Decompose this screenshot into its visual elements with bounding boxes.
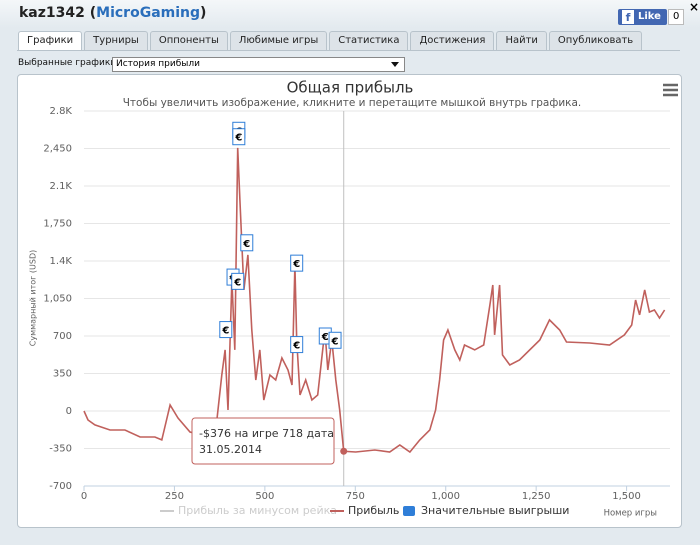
y-tick-label: 350 <box>53 369 72 380</box>
tooltip-box <box>191 417 335 465</box>
y-tick-label: 2.8K <box>50 106 73 117</box>
flag: € <box>232 128 246 146</box>
legend-label[interactable]: Прибыль за минусом рейка <box>178 504 337 517</box>
tooltip-text: -$376 на игре 718 дата <box>199 427 334 440</box>
flag-box <box>219 321 233 339</box>
y-tick-label: -350 <box>49 444 72 455</box>
flag: € <box>328 331 342 349</box>
y-tick-label: 2,450 <box>43 144 72 155</box>
hover-point <box>340 447 348 455</box>
close-button[interactable]: × <box>689 0 700 14</box>
flag: € <box>240 234 254 252</box>
x-tick-label: 750 <box>346 491 365 502</box>
x-tick-label: 1,000 <box>431 491 460 502</box>
header: kaz1342 (MicroGaming) Like 0 × <box>0 0 700 28</box>
tab-line <box>17 50 680 51</box>
flag-label: € <box>321 332 329 343</box>
user: kaz1342 ( <box>19 5 97 21</box>
tab[interactable]: Турниры <box>84 31 148 50</box>
flag: € <box>231 272 245 290</box>
flag-label: € <box>331 336 339 347</box>
provider[interactable]: MicroGaming <box>96 5 201 21</box>
selector[interactable]: История прибыли <box>112 57 405 72</box>
profit-line <box>83 147 666 454</box>
menu-icon[interactable] <box>663 83 678 97</box>
y-tick-label: -700 <box>49 481 72 492</box>
tab[interactable]: Достижения <box>410 31 495 50</box>
flag-label: € <box>242 239 250 250</box>
flag-label: € <box>292 341 300 352</box>
y-tick-label: 700 <box>53 331 72 342</box>
tab[interactable]: Опубликовать <box>548 31 643 50</box>
window-title: kaz1342 (MicroGaming) <box>19 5 206 21</box>
flag-label: € <box>234 133 242 144</box>
like-count: 0 <box>668 9 685 25</box>
flag: € <box>219 321 233 339</box>
x-tick-label: 1,500 <box>612 491 641 502</box>
legend-label[interactable]: Значительные выигрыши <box>421 504 569 517</box>
legend-label[interactable]: Прибыль <box>348 504 399 517</box>
legend-symbol <box>403 506 415 516</box>
y-axis-label: Суммарный итог (USD) <box>29 250 38 347</box>
tab[interactable]: Оппоненты <box>149 31 228 50</box>
paren: ) <box>200 5 207 21</box>
flag-box <box>290 254 304 272</box>
y-tick-label: 1,750 <box>43 219 72 230</box>
flag-box <box>232 128 246 146</box>
tab[interactable]: Найти <box>496 31 547 50</box>
tabs: Графики Турниры Оппоненты Любимые игры Стати… <box>18 31 643 50</box>
chart-subtitle: Чтобы увеличить изображение, кликните и … <box>123 97 582 109</box>
tab[interactable]: Графики <box>18 31 83 50</box>
y-tick-label: 1.4K <box>50 256 73 267</box>
flag-box <box>290 336 304 354</box>
flag-label: € <box>221 326 229 337</box>
y-tick-label: 2.1K <box>50 181 73 192</box>
tab[interactable]: Статистика <box>329 31 409 50</box>
tooltip-text: 31.05.2014 <box>199 443 262 456</box>
flag-box <box>231 272 245 290</box>
flag-box <box>328 331 342 349</box>
flag-label: € <box>233 277 241 288</box>
flag-label: € <box>292 259 300 270</box>
x-axis-label: Номер игры <box>604 509 657 519</box>
y-tick-label: 1,050 <box>43 294 72 305</box>
chart-title: Общая прибыль <box>287 79 414 97</box>
like-button[interactable]: Like <box>618 9 667 25</box>
tab[interactable]: Любимые игры <box>229 31 328 50</box>
flag-box <box>240 234 254 252</box>
x-tick-label: 0 <box>81 491 87 502</box>
x-tick-label: 250 <box>165 491 184 502</box>
flag: € <box>290 254 304 272</box>
x-tick-label: 500 <box>255 491 274 502</box>
x-tick-label: 1,250 <box>522 491 551 502</box>
flag: € <box>290 336 304 354</box>
selector-label: Выбранные графики: <box>18 58 120 68</box>
y-tick-label: 0 <box>66 406 72 417</box>
